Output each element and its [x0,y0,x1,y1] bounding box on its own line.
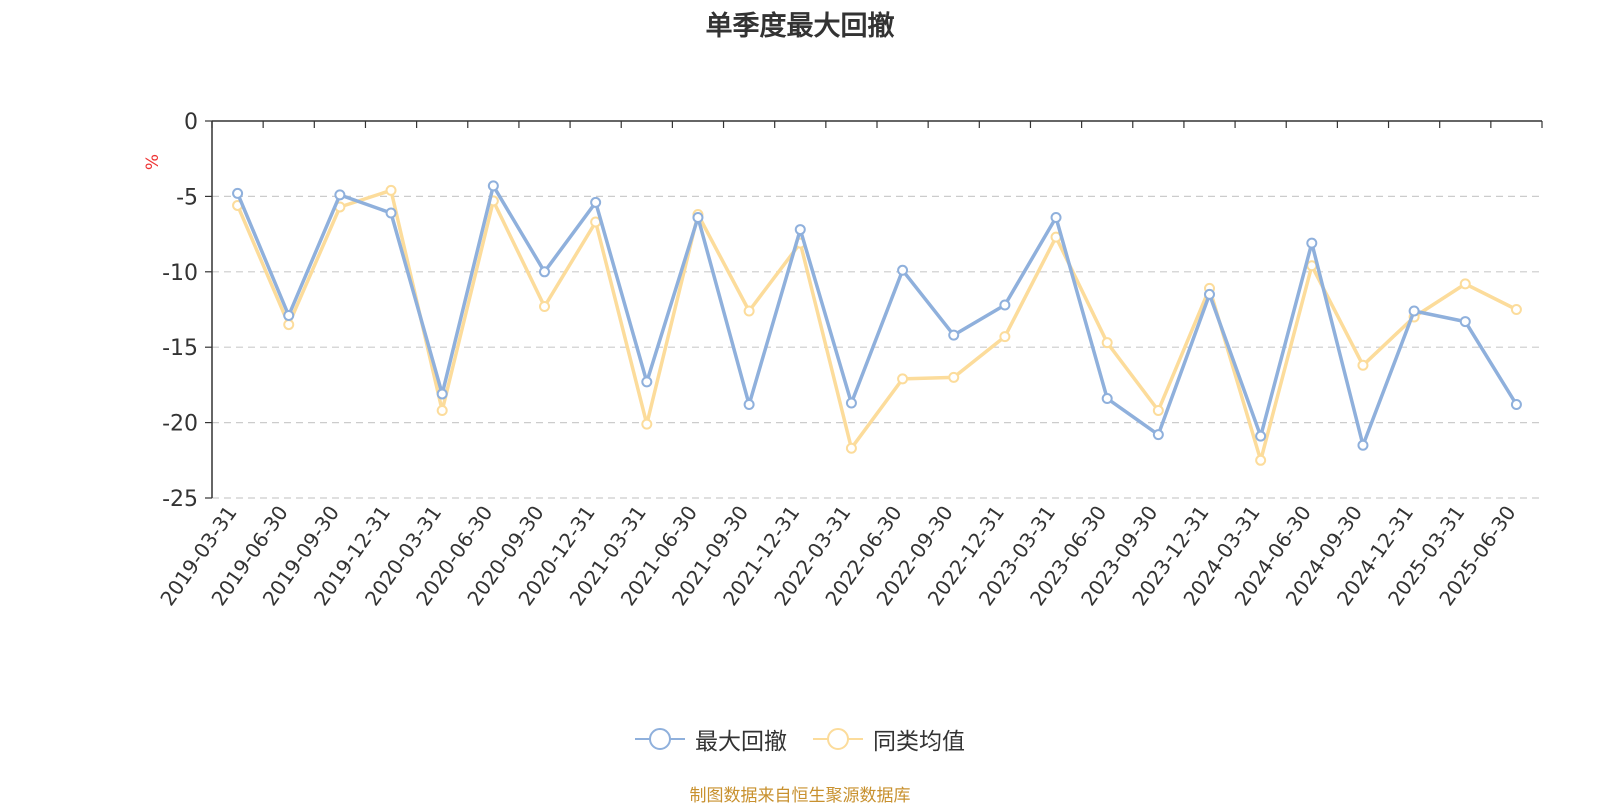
data-point [1101,392,1113,404]
data-point [641,376,653,388]
data-point [590,196,602,208]
data-point [1459,316,1471,328]
data-point [334,189,346,201]
data-point [1255,430,1267,442]
legend-marker-icon [635,728,685,750]
data-point [539,266,550,278]
data-point [1306,237,1318,249]
data-point [1510,304,1522,315]
data-point [1101,337,1113,349]
legend-label: 同类均值 [873,729,965,755]
y-tick-label: -10 [162,261,198,286]
data-point [641,418,653,430]
data-point [283,310,295,322]
data-point [948,329,960,341]
data-point [1357,439,1369,451]
series-line [235,188,1518,463]
data-point [743,399,755,411]
data-point [385,207,397,219]
y-tick-label: -20 [162,412,198,437]
data-point [1204,288,1215,300]
legend-item-category-average[interactable]: 同类均值 [813,722,965,756]
data-point [232,187,244,199]
y-tick-label: -15 [162,336,198,361]
data-point [436,388,448,400]
legend-label: 最大回撤 [695,729,787,755]
data-point [436,405,448,417]
data-point [692,212,704,224]
data-point [1408,305,1420,317]
data-point [1255,454,1267,466]
axes: 0-5-10-15-20-25%2019-03-312019-06-302019… [143,110,1543,610]
data-point [845,442,857,454]
y-tick-label: -25 [162,487,198,512]
chart-title: 单季度最大回撤 [705,11,895,42]
y-tick-label: 0 [184,110,198,135]
data-point [845,397,857,409]
data-point [897,373,909,385]
data-point [794,224,806,236]
grid-lines [212,195,1542,499]
legend-item-max-drawdown[interactable]: 最大回撤 [635,722,787,756]
data-point [385,184,397,196]
data-point [1152,429,1164,441]
data-point [1050,212,1062,224]
data-point [1459,278,1471,290]
legend: 最大回撤 同类均值 [0,722,1600,756]
data-point [539,300,550,312]
data-point [283,319,295,331]
series-line [235,184,1518,447]
legend-marker-icon [813,728,863,750]
data-point [948,371,960,383]
source-note: 制图数据来自恒生聚源数据库 [689,786,911,806]
data-point [999,299,1011,311]
data-point [897,264,909,276]
data-point [487,180,499,192]
data-point [999,331,1011,343]
data-point [1510,399,1522,411]
data-point [1357,359,1369,371]
y-tick-label: -5 [176,185,198,210]
y-axis-label: % [143,154,163,170]
series-layer [232,180,1522,466]
data-point [1152,405,1164,417]
data-point [743,305,755,317]
